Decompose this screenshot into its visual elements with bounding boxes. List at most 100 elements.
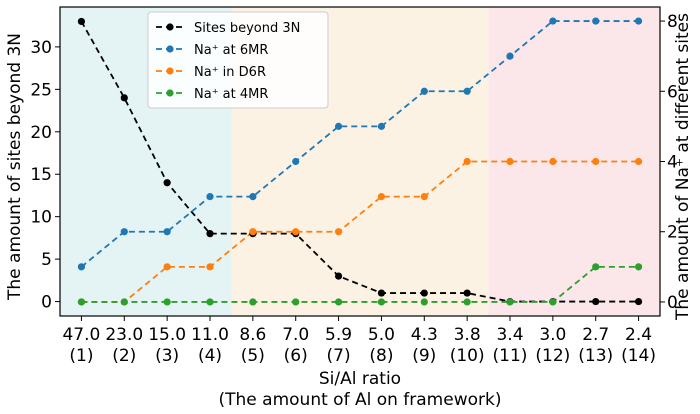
right-tick-label: 4 (667, 153, 678, 173)
data-point (463, 289, 471, 297)
legend: Sites beyond 3N Na⁺ at 6MR Na⁺ in D6R Na⁺ a… (147, 11, 329, 109)
data-point (506, 298, 514, 306)
x-tick-label-ratio: 7.0 (282, 325, 309, 345)
data-point (249, 193, 257, 201)
data-point (77, 298, 86, 306)
series-lines (80, 20, 639, 303)
data-point (592, 297, 600, 306)
data-point (377, 193, 386, 201)
data-point (549, 157, 557, 166)
x-tick-label-al: (11) (493, 346, 528, 366)
x-tick-label-al: (2) (112, 346, 136, 366)
data-point (377, 122, 386, 130)
series-line-3 (81, 160, 639, 303)
x-tick-label-al: (10) (450, 346, 485, 366)
x-tick-label-ratio: 8.6 (239, 325, 266, 345)
data-point (463, 298, 471, 306)
data-point (334, 298, 343, 306)
legend-box (147, 11, 329, 109)
left-tick-label: 15 (30, 165, 52, 185)
legend-swatch-marker (166, 89, 174, 97)
x-axis-label: Si/Al ratio (319, 369, 401, 389)
data-point (120, 228, 128, 236)
data-point (592, 263, 600, 271)
right-tick-label: 0 (667, 293, 678, 313)
x-tick-label-ratio: 5.0 (368, 325, 395, 345)
data-point (634, 17, 643, 25)
y-axis-right-label: The amount of Na⁺ at different sites (673, 13, 693, 321)
legend-label: Na⁺ at 6MR (194, 43, 268, 58)
x-tick-label-al: (13) (578, 346, 613, 366)
x-tick-label-ratio: 3.0 (539, 325, 566, 345)
data-point (377, 289, 386, 297)
data-point (420, 298, 428, 306)
data-point (377, 298, 386, 306)
data-point (549, 298, 557, 306)
series-line-2 (80, 20, 639, 268)
data-point (206, 263, 214, 271)
x-tick-label-ratio: 3.8 (454, 325, 481, 345)
left-tick-label: 10 (30, 208, 52, 228)
legend-swatch-marker (166, 23, 174, 31)
series-points (77, 17, 643, 306)
left-tick-label: 5 (41, 250, 52, 270)
legend-label: Sites beyond 3N (194, 21, 300, 36)
data-point (334, 272, 343, 280)
data-point (506, 52, 514, 60)
x-tick-label-al: (12) (535, 346, 570, 366)
legend-label: Na⁺ in D6R (194, 65, 266, 80)
x-tick-label-al: (6) (284, 346, 308, 366)
data-point (163, 228, 171, 236)
data-point (634, 263, 643, 271)
data-point (592, 17, 600, 25)
legend-swatch-marker (166, 67, 174, 75)
data-point (334, 122, 343, 130)
data-point (549, 17, 557, 25)
x-tick-label-ratio: 5.9 (325, 325, 352, 345)
data-point (77, 17, 86, 26)
data-point (206, 230, 214, 238)
data-point (634, 297, 643, 306)
x-tick-label-ratio: 2.4 (625, 325, 652, 345)
x-tick-label-al: (3) (155, 346, 179, 366)
x-tick-label-al: (1) (69, 346, 93, 366)
x-tick-label-ratio: 23.0 (105, 325, 143, 345)
right-tick-label: 8 (667, 12, 678, 32)
series-line-1 (80, 20, 639, 303)
x-tick-label-ratio: 15.0 (148, 325, 186, 345)
data-point (634, 157, 643, 166)
data-point (420, 87, 428, 95)
data-point (292, 298, 300, 306)
x-tick-label-ratio: 11.0 (191, 325, 229, 345)
x-axis-ticks: 47.0(1) 23.0(2) 15.0(3) 11.0(4) 8.6(5) 7.0(6)… (62, 316, 656, 366)
right-axis-ticks: 0 2 4 6 8 (660, 12, 678, 313)
data-point (120, 298, 128, 306)
data-point (463, 87, 471, 95)
x-axis-sublabel: (The amount of Al on framework) (219, 390, 502, 410)
data-point (77, 263, 86, 271)
data-point (334, 228, 343, 236)
right-tick-label: 2 (667, 223, 678, 243)
data-point (163, 263, 171, 271)
data-point (249, 298, 257, 306)
x-tick-label-ratio: 3.4 (496, 325, 523, 345)
legend-label: Na⁺ at 4MR (194, 87, 268, 102)
x-tick-label-ratio: 4.3 (411, 325, 438, 345)
data-point (506, 157, 514, 166)
x-tick-label-ratio: 47.0 (62, 325, 100, 345)
data-point (592, 157, 600, 166)
data-point (163, 298, 171, 306)
data-point (420, 289, 428, 297)
x-tick-label-al: (7) (327, 346, 351, 366)
x-tick-label-ratio: 2.7 (582, 325, 609, 345)
left-axis-ticks: 0 5 10 15 20 25 30 (30, 38, 60, 313)
x-tick-label-al: (8) (369, 346, 393, 366)
left-tick-label: 25 (30, 80, 52, 100)
left-tick-label: 30 (30, 38, 52, 58)
y-axis-left-label: The amount of sites beyond 3N (5, 33, 25, 301)
data-point (420, 193, 428, 201)
series-line-4 (81, 265, 639, 303)
x-tick-label-al: (5) (241, 346, 265, 366)
x-tick-label-al: (9) (412, 346, 436, 366)
